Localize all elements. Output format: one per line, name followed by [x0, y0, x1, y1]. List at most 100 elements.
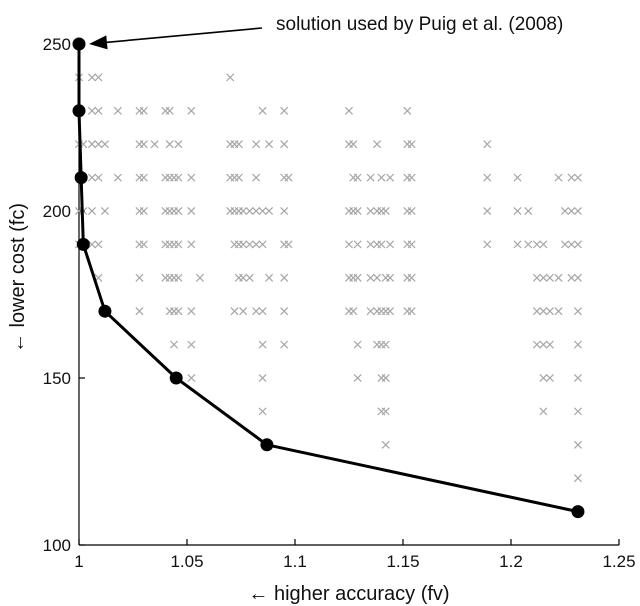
scatter-point	[187, 240, 196, 249]
scatter-point	[381, 440, 390, 449]
pareto-front	[72, 37, 585, 519]
scatter-point	[539, 240, 548, 249]
scatter-point	[407, 173, 416, 182]
scatter-point	[545, 273, 554, 282]
scatter-point	[573, 340, 582, 349]
scatter-point	[373, 273, 382, 282]
scatter-point	[245, 206, 254, 216]
scatter-point	[170, 340, 179, 349]
scatter-point	[573, 173, 582, 182]
scatter-point	[165, 106, 174, 115]
scatter-point	[187, 173, 196, 182]
scatter-point	[386, 307, 395, 316]
scatter-point	[344, 106, 354, 115]
scatter-point	[366, 273, 375, 282]
annotation-text: solution used by Puig et al. (2008)	[276, 14, 563, 35]
scatter-point	[573, 273, 582, 282]
scatter-point	[407, 273, 416, 282]
pareto-front-point	[571, 505, 585, 519]
scatter-point	[258, 407, 267, 416]
scatter-point	[545, 373, 554, 383]
scatter-point	[187, 106, 196, 115]
scatter-point	[280, 340, 289, 349]
scatter-point	[407, 307, 416, 316]
scatter-point	[280, 106, 289, 115]
scatter-point	[353, 240, 362, 249]
scatter-point	[174, 173, 183, 182]
scatter-point	[545, 340, 554, 349]
scatter-point	[532, 273, 541, 282]
scatter-point	[353, 173, 362, 182]
scatter-point	[252, 173, 261, 182]
scatter-point	[573, 206, 582, 216]
scatter-point	[513, 240, 522, 249]
scatter-point	[150, 140, 159, 149]
scatter-point	[265, 273, 274, 282]
pareto-front-point	[72, 37, 86, 51]
scatter-point	[135, 273, 144, 282]
scatter-point	[234, 173, 243, 182]
pareto-front-point	[98, 304, 112, 318]
scatter-point	[381, 206, 390, 216]
scatter-point	[87, 173, 96, 182]
scatter-point	[139, 106, 148, 115]
scatter-point	[483, 140, 492, 149]
scatter-point	[532, 240, 541, 249]
scatter-point	[87, 240, 96, 249]
scatter-marks	[74, 73, 582, 483]
scatter-point	[280, 273, 289, 282]
axes	[78, 40, 619, 546]
annotation-arrow-line	[106, 27, 263, 44]
y-tick-label: 200	[43, 202, 71, 221]
scatter-point	[366, 240, 375, 249]
scatter-point	[524, 206, 533, 216]
x-tick-label: 1.1	[283, 552, 307, 571]
scatter-point	[554, 273, 563, 282]
scatter-point	[545, 307, 554, 316]
scatter-point	[94, 173, 103, 182]
scatter-point	[87, 206, 96, 216]
scatter-point	[226, 73, 235, 82]
scatter-point	[252, 206, 261, 216]
scatter-point	[560, 206, 570, 216]
scatter-point	[513, 173, 522, 182]
scatter-point	[239, 273, 248, 282]
scatter-point	[94, 140, 103, 149]
scatter-point	[386, 273, 395, 282]
x-tick-label: 1.15	[386, 552, 419, 571]
scatter-point	[366, 206, 375, 216]
pareto-front-line	[77, 44, 579, 514]
scatter-point	[280, 140, 289, 149]
pareto-front-point	[76, 237, 90, 251]
scatter-point	[94, 240, 103, 249]
scatter-point	[100, 140, 109, 149]
scatter-point	[381, 340, 390, 349]
scatter-point	[567, 206, 576, 216]
scatter-point	[377, 240, 386, 249]
scatter-point	[573, 440, 582, 449]
scatter-point	[386, 240, 395, 249]
scatter-point	[195, 273, 204, 282]
scatter-point	[532, 307, 541, 316]
scatter-point	[407, 140, 416, 149]
scatter-point	[353, 273, 362, 282]
scatter-point	[187, 307, 196, 316]
scatter-point	[87, 106, 96, 115]
scatter-point	[139, 240, 148, 249]
x-tick-label: 1.25	[602, 552, 635, 571]
annotation: solution used by Puig et al. (2008)	[89, 14, 563, 50]
scatter-point	[560, 240, 570, 249]
scatter-point	[174, 273, 183, 282]
scatter-point	[258, 106, 267, 115]
scatter-point	[94, 73, 103, 82]
x-ticks: 1 1.05 1.1 1.15 1.2 1.25	[74, 539, 636, 571]
scatter-point	[280, 307, 289, 316]
scatter-point	[366, 173, 375, 182]
scatter-point	[139, 206, 148, 216]
scatter-point	[113, 106, 122, 115]
y-tick-label: 150	[43, 369, 71, 388]
x-tick-label: 1.05	[170, 552, 203, 571]
scatter-point	[353, 340, 362, 349]
scatter-point	[135, 307, 144, 316]
scatter-point	[139, 140, 148, 149]
